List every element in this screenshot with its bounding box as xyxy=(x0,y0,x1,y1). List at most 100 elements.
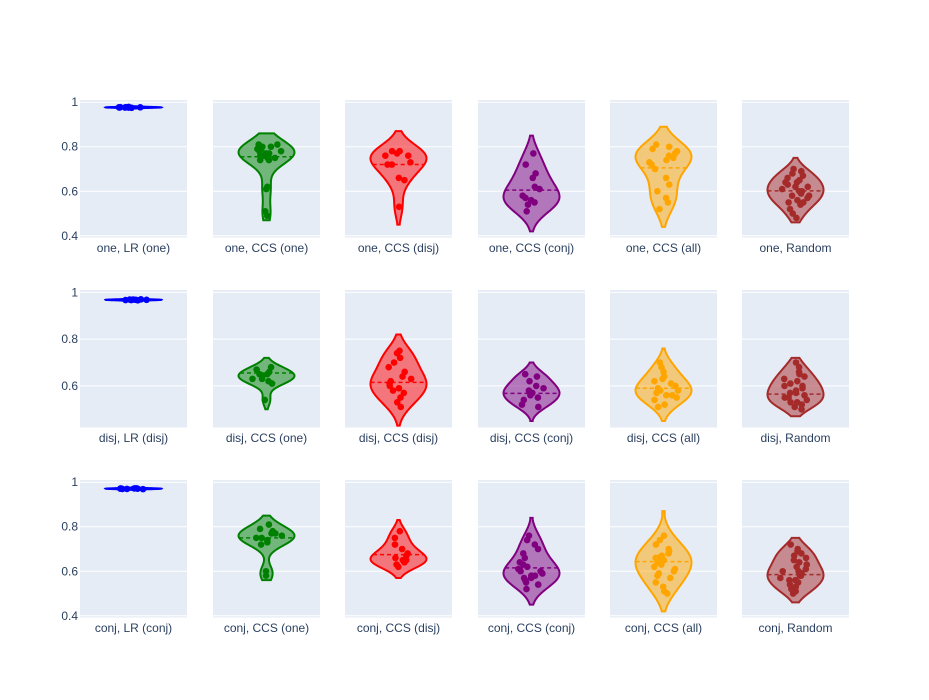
y-tick-label: 1 xyxy=(71,475,78,489)
data-point xyxy=(800,199,807,206)
data-point xyxy=(798,405,805,413)
data-point xyxy=(392,554,399,562)
data-point xyxy=(654,572,661,580)
data-point xyxy=(264,183,271,191)
violin-panel: disj, CCS (disj) xyxy=(345,290,452,445)
data-point xyxy=(520,396,528,404)
data-point xyxy=(795,567,802,575)
data-point xyxy=(794,196,801,204)
data-point xyxy=(258,375,266,383)
data-point xyxy=(662,391,670,399)
data-point xyxy=(274,141,281,148)
data-point xyxy=(401,176,408,184)
data-point xyxy=(649,145,656,153)
data-point xyxy=(654,187,661,195)
violin-panel: 0.6 0.8 1 disj, LR (disj) xyxy=(61,285,187,445)
data-point xyxy=(804,183,812,191)
data-point xyxy=(267,143,275,151)
data-point xyxy=(252,534,260,542)
data-point xyxy=(395,384,403,392)
data-point xyxy=(265,156,273,164)
violin-shape xyxy=(369,333,428,427)
data-point xyxy=(526,377,533,385)
data-point xyxy=(666,574,674,582)
data-point xyxy=(787,380,794,387)
data-point xyxy=(656,536,664,544)
y-tick-label: 1 xyxy=(71,95,78,109)
data-point xyxy=(522,194,529,202)
data-point xyxy=(137,296,145,303)
data-point xyxy=(669,154,677,162)
data-point xyxy=(654,403,662,411)
data-point xyxy=(396,147,403,155)
data-point xyxy=(659,583,667,591)
data-point xyxy=(123,485,131,493)
data-point xyxy=(652,141,660,148)
data-point xyxy=(793,214,800,222)
data-point xyxy=(785,199,792,206)
data-point xyxy=(399,556,407,564)
data-point xyxy=(655,554,662,562)
data-point xyxy=(139,485,147,493)
data-point xyxy=(400,389,408,397)
data-point xyxy=(654,384,662,392)
data-point xyxy=(535,403,542,411)
violin-panel: disj, CCS (conj) xyxy=(478,290,585,445)
category-label: disj, CCS (all) xyxy=(627,431,700,445)
data-point xyxy=(796,176,803,184)
data-point xyxy=(389,387,397,394)
data-point xyxy=(129,296,137,303)
panel-background xyxy=(80,480,187,618)
data-point xyxy=(398,545,406,553)
y-tick-label: 0.6 xyxy=(61,564,78,578)
data-point xyxy=(407,375,415,383)
violin-panel: one, CCS (disj) xyxy=(345,100,452,255)
data-point xyxy=(388,161,396,168)
data-point xyxy=(396,354,404,362)
data-point xyxy=(278,532,286,539)
violin-panel: conj, CCS (disj) xyxy=(345,480,452,635)
y-tick-label: 0.8 xyxy=(61,520,78,534)
violin-panel: conj, Random xyxy=(742,480,849,635)
category-label: conj, CCS (conj) xyxy=(488,621,575,635)
data-point xyxy=(261,396,269,404)
category-label: conj, CCS (one) xyxy=(224,621,309,635)
violin-shape xyxy=(237,132,296,222)
violin-shape xyxy=(502,516,561,606)
violin-panel: 0.4 0.6 0.8 1 one, LR (one) xyxy=(61,95,187,255)
category-label: disj, CCS (one) xyxy=(226,431,307,445)
data-point xyxy=(802,554,810,562)
data-point xyxy=(257,152,264,159)
data-point xyxy=(523,207,530,215)
data-point xyxy=(660,532,668,539)
data-point xyxy=(533,373,541,380)
violin-panel: disj, CCS (all) xyxy=(610,290,717,445)
data-point xyxy=(388,147,396,155)
data-point xyxy=(532,382,540,390)
data-point xyxy=(136,104,144,111)
category-label: conj, Random xyxy=(758,621,832,635)
category-label: conj, LR (conj) xyxy=(95,621,172,635)
data-point xyxy=(778,185,786,193)
data-point xyxy=(531,183,539,191)
data-point xyxy=(264,536,271,544)
data-point xyxy=(651,396,658,404)
data-point xyxy=(674,387,682,394)
data-point xyxy=(516,559,524,566)
data-point xyxy=(130,485,138,492)
data-point xyxy=(396,347,403,355)
data-point xyxy=(786,389,794,397)
data-point xyxy=(795,559,803,566)
violin-panel: one, CCS (conj) xyxy=(478,100,585,255)
data-point xyxy=(652,541,660,548)
data-point xyxy=(521,370,529,378)
data-point xyxy=(265,377,272,385)
violin-panel: one, CCS (one) xyxy=(213,100,320,255)
data-point xyxy=(390,359,398,366)
data-point xyxy=(667,380,675,387)
data-point xyxy=(256,525,264,533)
data-point xyxy=(404,152,412,159)
data-point xyxy=(262,567,270,575)
data-point xyxy=(249,375,256,383)
